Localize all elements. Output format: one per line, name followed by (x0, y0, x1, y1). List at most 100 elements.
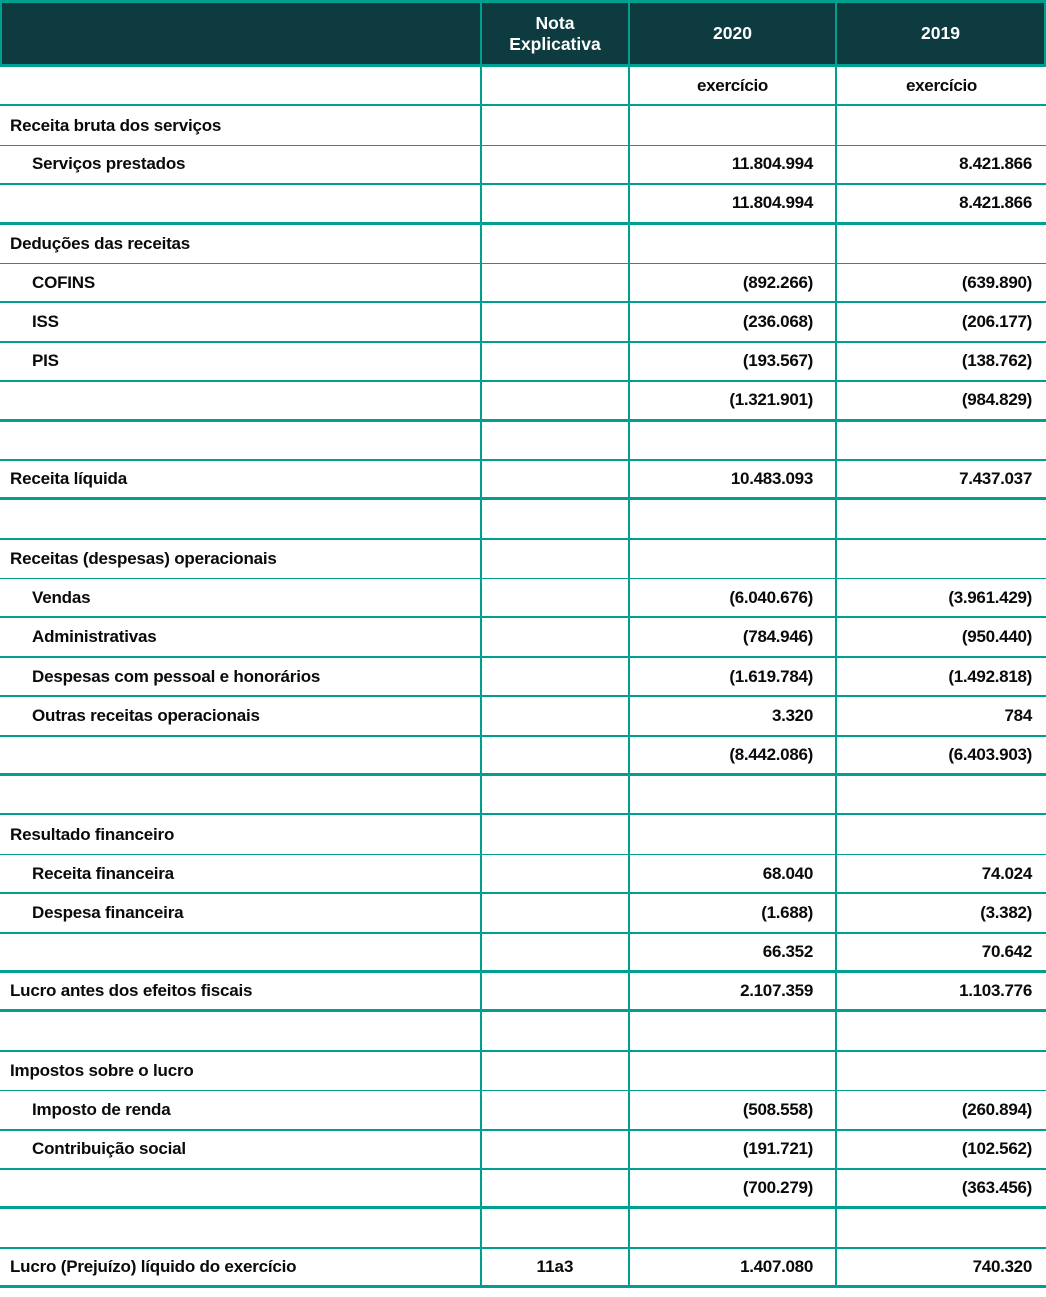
row-note (482, 224, 630, 263)
subheader-label-cell (0, 67, 482, 105)
table-row (0, 421, 1046, 461)
table-row: Receita líquida 10.483.093 7.437.037 (0, 460, 1046, 501)
row-label: ISS (0, 303, 482, 341)
value-2020 (630, 1012, 837, 1050)
table-row: Impostos sobre o lucro (0, 1051, 1046, 1092)
row-label (0, 382, 482, 419)
value-2019 (837, 1209, 1046, 1246)
table-row: PIS (193.567) (138.762) (0, 342, 1046, 383)
row-note (482, 1130, 630, 1168)
value-2019: (102.562) (961, 1139, 1032, 1159)
row-label: Administrativas (0, 618, 482, 656)
row-note (482, 776, 630, 814)
subheader-row: exercício exercício (0, 67, 1046, 107)
row-note (482, 303, 630, 341)
value-2019: 70.642 (981, 941, 1033, 961)
value-2019: (363.456) (961, 1178, 1032, 1198)
row-note (482, 815, 630, 854)
value-2019: 1.103.776 (959, 981, 1032, 1001)
row-label (0, 1169, 482, 1207)
value-2019 (837, 815, 1046, 853)
row-note (482, 106, 630, 145)
table-row (0, 500, 1046, 540)
value-2019 (837, 500, 1046, 537)
value-2020: 66.352 (630, 933, 837, 970)
row-label (0, 1012, 482, 1050)
value-2020 (630, 500, 837, 538)
table-row: Lucro (Prejuízo) líquido do exercício 11… (0, 1248, 1046, 1289)
value-2020: 10.483.093 (630, 460, 837, 498)
table-row: COFINS (892.266) (639.890) (0, 263, 1046, 304)
row-note (482, 539, 630, 579)
value-2020: (892.266) (630, 263, 837, 302)
header-label-cell (2, 3, 482, 64)
value-2019 (837, 1012, 1046, 1049)
table-row: Deduções das receitas (0, 224, 1046, 264)
row-label: Serviços prestados (0, 145, 482, 184)
row-label: COFINS (0, 263, 482, 302)
row-note (482, 1012, 630, 1050)
row-label: Lucro (Prejuízo) líquido do exercício (0, 1248, 482, 1286)
row-note (482, 1091, 630, 1129)
table-row: Receita financeira 68.040 74.024 (0, 854, 1046, 895)
value-2020: (193.567) (630, 342, 837, 381)
row-label (0, 500, 482, 538)
row-note (482, 618, 630, 656)
value-2019 (837, 106, 1046, 144)
table-row: Imposto de renda (508.558) (260.894) (0, 1091, 1046, 1131)
table-row: Despesas com pessoal e honorários (1.619… (0, 657, 1046, 698)
value-2020: (191.721) (630, 1130, 837, 1168)
row-label: Imposto de renda (0, 1091, 482, 1129)
row-label (0, 185, 482, 222)
value-2019: (206.177) (961, 312, 1032, 332)
row-label (0, 421, 482, 459)
row-label: Receitas (despesas) operacionais (0, 539, 482, 579)
row-label (0, 933, 482, 970)
value-2019 (837, 776, 1046, 813)
value-2020: (1.688) (630, 894, 837, 932)
row-note: 11a3 (482, 1248, 630, 1286)
value-2020 (630, 1051, 837, 1091)
value-2019: 740.320 (972, 1256, 1033, 1276)
row-label: Outras receitas operacionais (0, 697, 482, 735)
value-2019: (984.829) (961, 390, 1032, 410)
row-note (482, 342, 630, 381)
value-2019 (837, 540, 1046, 578)
table-row: Contribuição social (191.721) (102.562) (0, 1130, 1046, 1170)
header-year-2019: 2019 (921, 23, 960, 44)
row-note (482, 145, 630, 184)
table-body: Receita bruta dos serviços Serviços pres… (0, 106, 1046, 1289)
value-2020 (630, 106, 837, 145)
table-row: ISS (236.068) (206.177) (0, 303, 1046, 343)
value-2019: (639.890) (961, 272, 1032, 292)
row-label (0, 1209, 482, 1247)
row-label (0, 736, 482, 774)
table-row (0, 776, 1046, 816)
row-label: Vendas (0, 579, 482, 617)
row-note (482, 460, 630, 498)
table-row: Despesa financeira (1.688) (3.382) (0, 894, 1046, 934)
row-label: Despesa financeira (0, 894, 482, 932)
value-2019: (3.382) (980, 902, 1032, 922)
row-label (0, 776, 482, 814)
row-label: Receita financeira (0, 854, 482, 893)
row-note (482, 579, 630, 617)
row-label: Receita bruta dos serviços (0, 106, 482, 145)
row-label: Impostos sobre o lucro (0, 1051, 482, 1091)
table-header-row: Nota Explicativa 2020 2019 (0, 0, 1046, 67)
row-label: Resultado financeiro (0, 815, 482, 854)
row-note (482, 1169, 630, 1207)
table-row: Resultado financeiro (0, 815, 1046, 855)
value-2020: 68.040 (630, 854, 837, 893)
table-row: Outras receitas operacionais 3.320 784 (0, 697, 1046, 737)
row-label: Despesas com pessoal e honorários (0, 657, 482, 696)
row-note (482, 736, 630, 774)
value-2019 (837, 225, 1046, 263)
row-note (482, 657, 630, 696)
value-2019: (3.961.429) (948, 587, 1032, 607)
value-2020: 1.407.080 (630, 1248, 837, 1286)
table-row: (700.279) (363.456) (0, 1169, 1046, 1210)
row-note (482, 263, 630, 302)
value-2020: 3.320 (630, 697, 837, 735)
